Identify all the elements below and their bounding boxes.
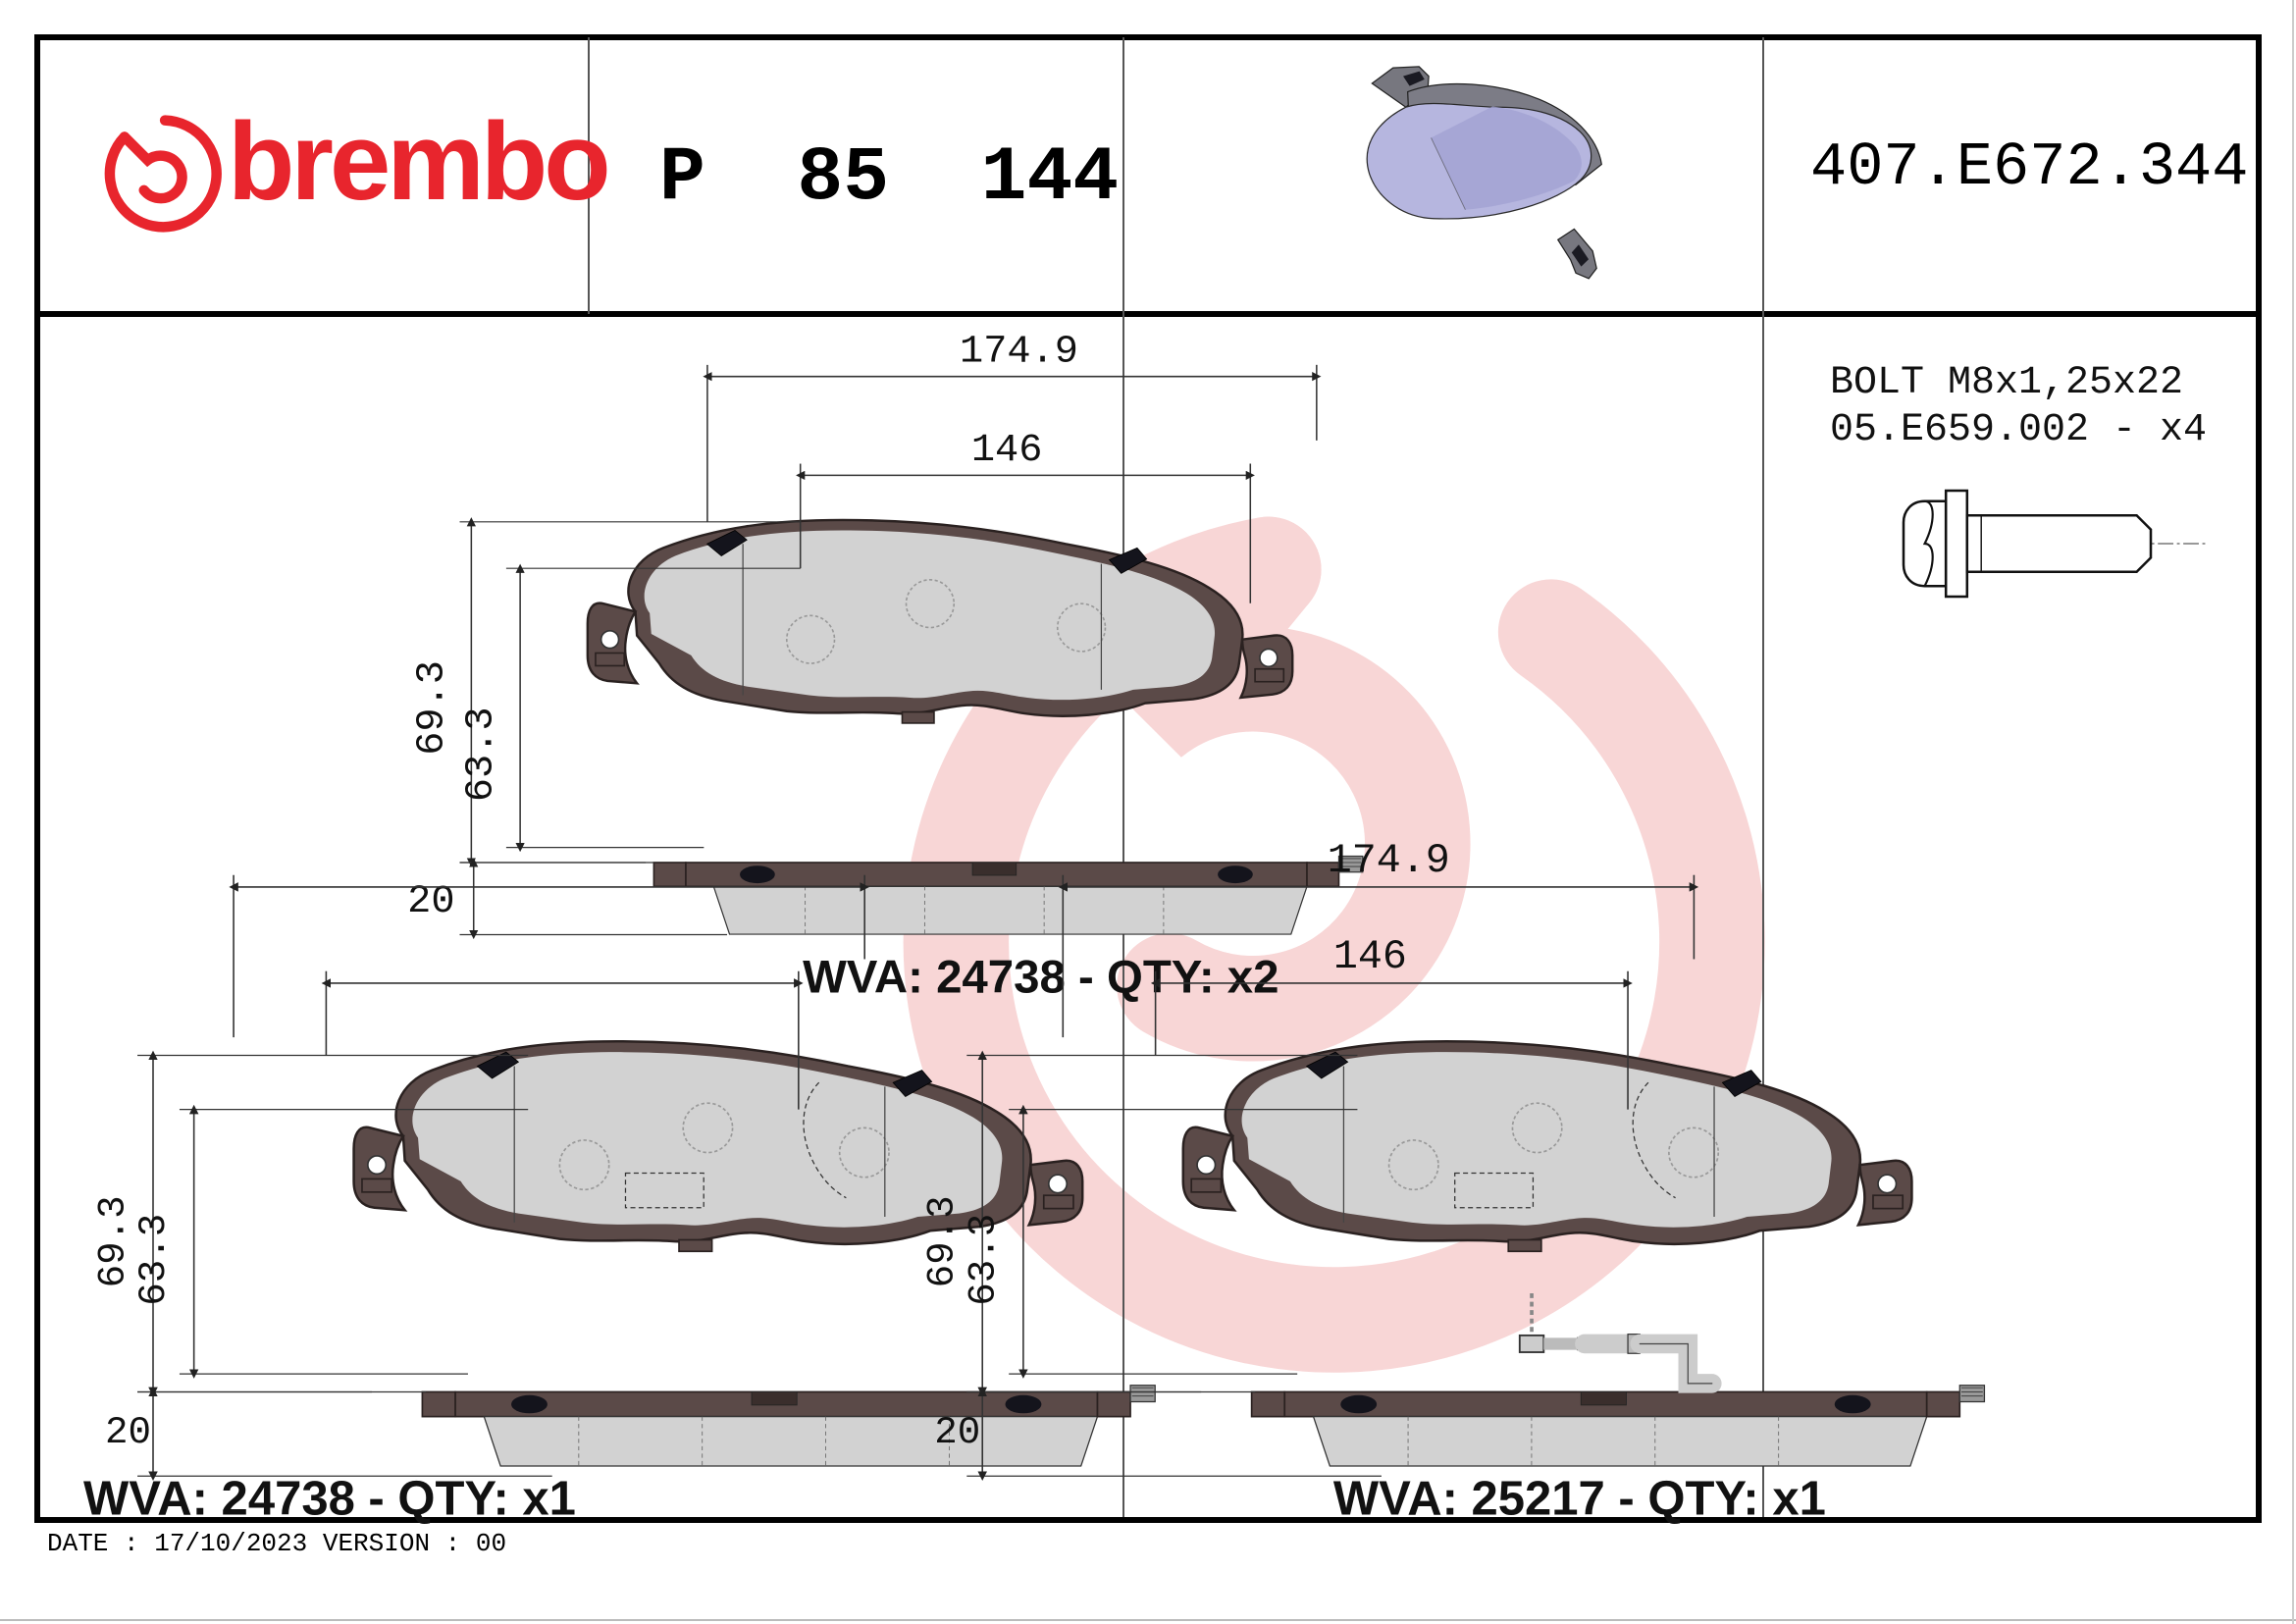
svg-text:69.3: 69.3: [410, 660, 455, 756]
svg-text:146: 146: [971, 428, 1043, 473]
svg-text:63.3: 63.3: [131, 1214, 176, 1306]
svg-text:WVA: 24738 - QTY: x1: WVA: 24738 - QTY: x1: [83, 1472, 576, 1525]
svg-text:69.3: 69.3: [920, 1195, 965, 1287]
svg-text:20: 20: [934, 1410, 980, 1454]
svg-text:174.9: 174.9: [960, 329, 1078, 374]
svg-text:BOLT M8x1,25x22: BOLT M8x1,25x22: [1830, 361, 2183, 405]
svg-text:20: 20: [105, 1410, 151, 1454]
svg-text:WVA: 24738 - QTY: x2: WVA: 24738 - QTY: x2: [803, 952, 1278, 1004]
svg-text:63.3: 63.3: [458, 707, 503, 802]
svg-text:63.3: 63.3: [961, 1214, 1005, 1306]
svg-text:146: 146: [1333, 933, 1407, 980]
svg-text:174.9: 174.9: [1328, 837, 1450, 884]
svg-text:WVA: 25217 - QTY: x1: WVA: 25217 - QTY: x1: [1333, 1472, 1826, 1525]
svg-text:05.E659.002 - x4: 05.E659.002 - x4: [1830, 408, 2207, 452]
svg-text:20: 20: [407, 879, 454, 924]
svg-text:69.3: 69.3: [90, 1195, 134, 1287]
